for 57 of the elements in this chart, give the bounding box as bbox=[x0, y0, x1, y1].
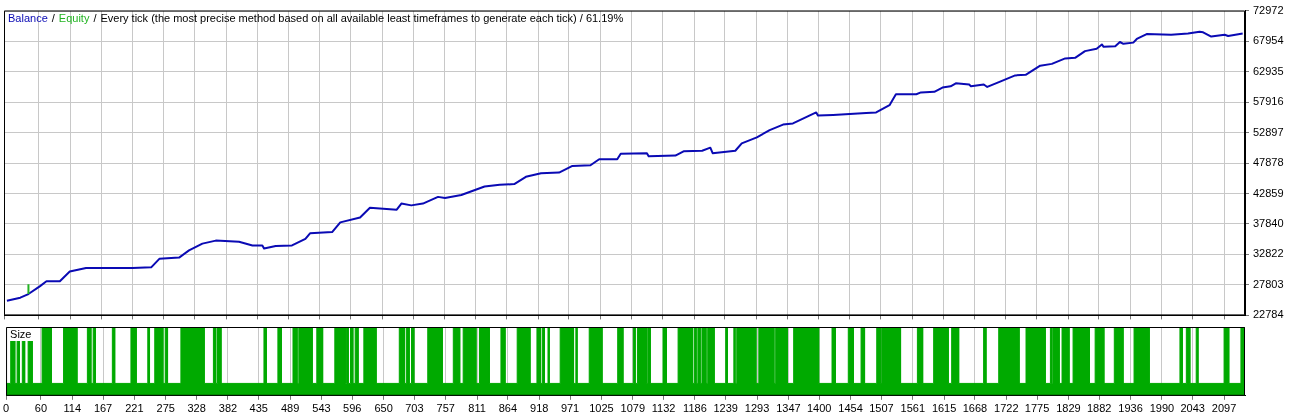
y-tick-label: 32822 bbox=[1253, 247, 1284, 260]
x-tick-label: 1829 bbox=[1056, 402, 1081, 415]
text: Equity bbox=[58, 12, 90, 25]
x-tick-label: 1079 bbox=[620, 402, 646, 415]
y-tick-label: 52897 bbox=[1253, 125, 1284, 138]
x-tick-label: 1025 bbox=[589, 402, 614, 415]
x-tick-label: 811 bbox=[468, 402, 486, 415]
x-tick-label: 1936 bbox=[1118, 402, 1143, 415]
x-tick-label: 1775 bbox=[1024, 402, 1050, 415]
x-tick-label: 1186 bbox=[683, 402, 707, 415]
x-tick-label: 1507 bbox=[869, 402, 894, 415]
x-tick-label: 1990 bbox=[1149, 402, 1175, 415]
annotation: / bbox=[51, 12, 56, 25]
x-tick-label: 275 bbox=[156, 402, 175, 415]
y-tick-label: 22784 bbox=[1253, 308, 1284, 321]
x-tick-label: 2097 bbox=[1211, 402, 1237, 415]
x-tick-label: 1615 bbox=[931, 402, 957, 415]
y-tick-label: 37840 bbox=[1253, 216, 1284, 229]
x-tick-label: 1347 bbox=[776, 402, 801, 415]
y-tick-label: 67954 bbox=[1253, 34, 1284, 47]
y-tick-label: 27803 bbox=[1253, 277, 1284, 290]
x-tick-label: 167 bbox=[93, 402, 113, 415]
x-tick-label: 1132 bbox=[651, 402, 676, 415]
x-tick-label: 328 bbox=[187, 402, 206, 415]
x-tick-label: 918 bbox=[530, 402, 549, 415]
x-tick-label: 60 bbox=[34, 402, 48, 415]
x-tick-label: 0 bbox=[3, 402, 10, 415]
x-tick-label: 703 bbox=[405, 402, 424, 415]
x-tick-label: 864 bbox=[498, 402, 518, 415]
x-tick-label: 2043 bbox=[1180, 402, 1205, 415]
x-tick-label: 221 bbox=[125, 402, 144, 415]
x-tick-label: 1722 bbox=[994, 402, 1019, 415]
x-tick-label: 971 bbox=[560, 402, 580, 415]
annotation: / bbox=[93, 12, 98, 25]
x-tick-label: 596 bbox=[343, 402, 362, 415]
x-tick-label: 489 bbox=[280, 402, 300, 415]
x-tick-label: 1239 bbox=[713, 402, 738, 415]
x-tick-label: 757 bbox=[436, 402, 455, 415]
y-tick-label: 47878 bbox=[1253, 156, 1284, 169]
x-tick-label: 1882 bbox=[1086, 402, 1112, 415]
x-tick-label: 1454 bbox=[838, 402, 863, 415]
chart-title: Size bbox=[10, 327, 32, 340]
x-tick-label: 435 bbox=[249, 402, 268, 415]
x-tick-label: 650 bbox=[374, 402, 393, 415]
annotation: Every tick (the most precise method based on all available least timeframes to generate each tick) / 61.19% bbox=[100, 12, 624, 25]
x-tick-label: 114 bbox=[63, 402, 82, 415]
text: Balance bbox=[8, 12, 48, 25]
x-tick-label: 1293 bbox=[744, 402, 770, 415]
x-tick-label: 382 bbox=[218, 402, 238, 415]
y-tick-label: 62935 bbox=[1253, 64, 1284, 77]
x-tick-label: 1400 bbox=[807, 402, 832, 415]
y-tick-label: 57916 bbox=[1253, 95, 1284, 108]
x-tick-label: 1668 bbox=[962, 402, 988, 415]
y-tick-label: 42859 bbox=[1253, 186, 1284, 199]
x-tick-label: 1561 bbox=[900, 402, 925, 415]
x-tick-label: 543 bbox=[312, 402, 331, 415]
y-tick-label: 72972 bbox=[1253, 3, 1284, 16]
